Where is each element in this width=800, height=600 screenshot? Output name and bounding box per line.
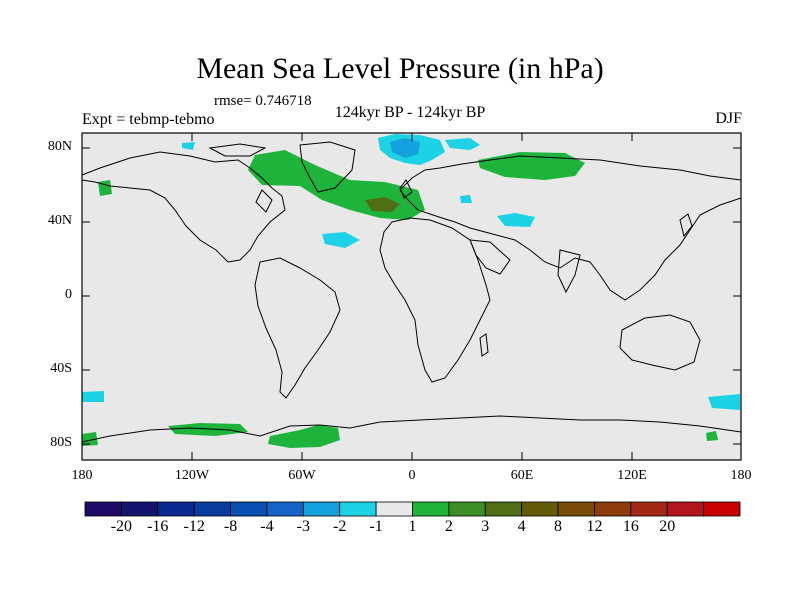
- colorbar-label: 20: [659, 518, 676, 535]
- lon-label: 120E: [617, 468, 647, 483]
- colorbar-swatch: [120, 501, 159, 517]
- lat-label: 80S: [50, 435, 72, 450]
- colorbar-swatch: [412, 501, 450, 517]
- map-title: Mean Sea Level Pressure (in hPa): [196, 52, 604, 85]
- colorbar-swatch: [193, 501, 231, 517]
- experiment-label: Expt = tebmp-tebmo: [82, 111, 215, 128]
- colorbar-swatch: [703, 501, 741, 517]
- colorbar-label: -3: [296, 518, 310, 535]
- lon-label: 60W: [288, 468, 316, 483]
- colorbar-label: 3: [481, 518, 490, 535]
- lat-label: 0: [65, 287, 72, 302]
- colorbar-label: 2: [444, 518, 453, 535]
- anomaly-shading: [82, 134, 740, 448]
- colorbar-label: 4: [517, 518, 526, 535]
- colorbar-swatch: [521, 501, 559, 517]
- axis-ticks: [81, 133, 742, 460]
- colorbar-label: 8: [554, 518, 563, 535]
- colorbar-swatch: [448, 501, 486, 517]
- colorbar-swatch: [157, 501, 195, 517]
- colorbar-label: 1: [408, 518, 417, 535]
- colorbar-swatch: [557, 501, 595, 517]
- colorbar-swatch: [266, 501, 304, 517]
- colorbar-swatch: [84, 501, 122, 517]
- colorbar-label: -4: [260, 518, 274, 535]
- rmse-text: rmse= 0.746718: [214, 93, 312, 109]
- colorbar-label: -20: [110, 518, 133, 535]
- map-background: [82, 133, 741, 460]
- colorbar-swatch: [666, 501, 705, 517]
- colorbar-label: -12: [183, 518, 205, 535]
- colorbar-label: 16: [622, 518, 639, 535]
- lon-label: 60E: [510, 468, 534, 483]
- colorbar-label: -2: [333, 518, 347, 535]
- lon-label: 180: [71, 468, 93, 483]
- lat-label: 40N: [47, 213, 72, 228]
- colorbar-swatch: [339, 501, 377, 517]
- period-label: 124kyr BP - 124kyr BP: [334, 104, 486, 121]
- lat-label: 80N: [47, 139, 72, 154]
- coastlines: [81, 141, 742, 443]
- lon-label: 120W: [174, 468, 210, 483]
- lon-label: 0: [408, 468, 416, 483]
- lat-label: 40S: [50, 361, 72, 376]
- colorbar: [84, 501, 741, 517]
- colorbar-swatch: [630, 501, 668, 517]
- colorbar-label: -16: [147, 518, 169, 535]
- colorbar-label: 12: [586, 518, 603, 535]
- colorbar-label: -8: [223, 518, 238, 535]
- season-label: DJF: [715, 110, 742, 127]
- colorbar-swatch: [230, 501, 268, 517]
- colorbar-label: -1: [369, 518, 383, 535]
- colorbar-swatch: [594, 501, 632, 517]
- colorbar-swatch: [484, 501, 523, 517]
- colorbar-swatch: [375, 501, 413, 517]
- colorbar-swatch: [302, 501, 341, 517]
- lon-label: 180: [730, 468, 752, 483]
